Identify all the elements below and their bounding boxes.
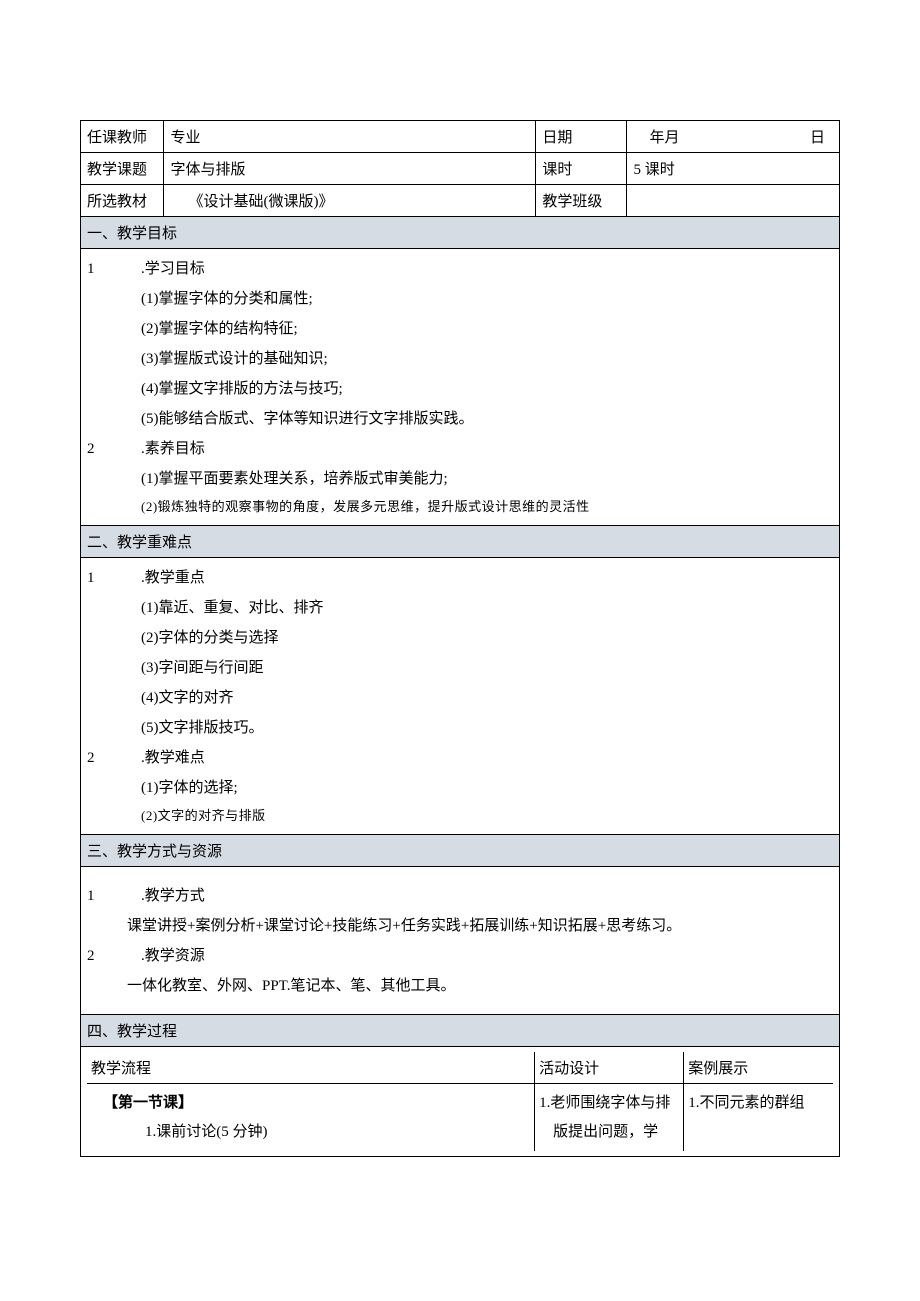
process-row-1: 【第一节课】 1.课前讨论(5 分钟) 1.老师围绕字体与排 版提出问题，学 1… (87, 1084, 833, 1152)
value-hours: 5 课时 (627, 153, 840, 185)
value-topic: 字体与排版 (164, 153, 536, 185)
s2b1-i4: (4)文字的对齐 (87, 683, 833, 713)
label-instructor: 任课教师 (81, 121, 164, 153)
label-day: 日 (810, 126, 833, 147)
section-1-content: 1.学习目标 (1)掌握字体的分类和属性; (2)掌握字体的结构特征; (3)掌… (81, 249, 840, 526)
section-3-header-row: 三、教学方式与资源 (81, 835, 840, 867)
s2b1-i5: (5)文字排版技巧。 (87, 713, 833, 743)
s2b2-num: 2 (87, 743, 141, 773)
label-topic: 教学课题 (81, 153, 164, 185)
section-1-title: 一、教学目标 (81, 217, 840, 249)
s1b1-i2: (2)掌握字体的结构特征; (87, 314, 833, 344)
s2b2-label: .教学难点 (141, 750, 205, 766)
s1b2-trunc: (2)锻炼独特的观察事物的角度，发展多元思维，提升版式设计思维的灵活性 (87, 494, 833, 520)
section-2-content: 1.教学重点 (1)靠近、重复、对比、排齐 (2)字体的分类与选择 (3)字间距… (81, 558, 840, 835)
s1b1-i3: (3)掌握版式设计的基础知识; (87, 344, 833, 374)
s1b2-label: .素养目标 (141, 441, 205, 457)
label-textbook: 所选教材 (81, 185, 164, 217)
s2b1-label: .教学重点 (141, 570, 205, 586)
section-3-title: 三、教学方式与资源 (81, 835, 840, 867)
s1b2-num: 2 (87, 434, 141, 464)
section-4-title: 四、教学过程 (81, 1015, 840, 1047)
s3b1-p1: 课堂讲授+案例分析+课堂讨论+技能练习+任务实践+拓展训练+知识拓展+思考练习。 (87, 911, 833, 941)
process-header-row: 教学流程 活动设计 案例展示 (87, 1052, 833, 1084)
s3b1-label: .教学方式 (141, 888, 205, 904)
label-hours: 课时 (536, 153, 627, 185)
flow-line-1: 1.课前讨论(5 分钟) (91, 1118, 530, 1147)
s1b1-num: 1 (87, 254, 141, 284)
s2b1-i1: (1)靠近、重复、对比、排齐 (87, 593, 833, 623)
section-4-content-row: 教学流程 活动设计 案例展示 【第一节课】 1.课前讨论(5 分钟) 1.老师围… (81, 1047, 840, 1157)
section-1-header-row: 一、教学目标 (81, 217, 840, 249)
s3b2-num: 2 (87, 941, 141, 971)
col-activity: 活动设计 (535, 1052, 684, 1084)
s3b2-p1: 一体化教室、外网、PPT.笔记本、笔、其他工具。 (87, 971, 833, 1001)
s1b2-i1: (1)掌握平面要素处理关系，培养版式审美能力; (87, 464, 833, 494)
process-table: 教学流程 活动设计 案例展示 【第一节课】 1.课前讨论(5 分钟) 1.老师围… (87, 1052, 833, 1151)
section-2-content-row: 1.教学重点 (1)靠近、重复、对比、排齐 (2)字体的分类与选择 (3)字间距… (81, 558, 840, 835)
section-3-content-row: 1.教学方式 课堂讲授+案例分析+课堂讨论+技能练习+任务实践+拓展训练+知识拓… (81, 867, 840, 1015)
col-flow: 教学流程 (87, 1052, 535, 1084)
s2b1-num: 1 (87, 563, 141, 593)
s1b1-label: .学习目标 (141, 261, 205, 277)
activity-line-1: 1.老师围绕字体与排 (539, 1089, 679, 1118)
s2b2-trunc: (2)文字的对齐与排版 (87, 803, 833, 829)
s1b1-i1: (1)掌握字体的分类和属性; (87, 284, 833, 314)
s2b1-i3: (3)字间距与行间距 (87, 653, 833, 683)
lesson-plan-table: 任课教师 专业 日期 年月 日 教学课题 字体与排版 课时 5 课时 所选教材 … (80, 120, 840, 1157)
header-row-2: 教学课题 字体与排版 课时 5 课时 (81, 153, 840, 185)
case-line-1: 1.不同元素的群组 (688, 1089, 829, 1118)
s1b1-i4: (4)掌握文字排版的方法与技巧; (87, 374, 833, 404)
section-2-title: 二、教学重难点 (81, 526, 840, 558)
s1b1-i5: (5)能够结合版式、字体等知识进行文字排版实践。 (87, 404, 833, 434)
section-3-content: 1.教学方式 课堂讲授+案例分析+课堂讨论+技能练习+任务实践+拓展训练+知识拓… (81, 867, 840, 1015)
section-2-header-row: 二、教学重难点 (81, 526, 840, 558)
value-class (627, 185, 840, 217)
activity-line-2: 版提出问题，学 (539, 1118, 679, 1147)
value-date: 年月 日 (627, 121, 840, 153)
label-major: 专业 (164, 121, 536, 153)
s3b1-num: 1 (87, 881, 141, 911)
label-class: 教学班级 (536, 185, 627, 217)
section-1-content-row: 1.学习目标 (1)掌握字体的分类和属性; (2)掌握字体的结构特征; (3)掌… (81, 249, 840, 526)
header-row-1: 任课教师 专业 日期 年月 日 (81, 121, 840, 153)
section-4-header-row: 四、教学过程 (81, 1015, 840, 1047)
s2b2-i1: (1)字体的选择; (87, 773, 833, 803)
s2b1-i2: (2)字体的分类与选择 (87, 623, 833, 653)
header-row-3: 所选教材 《设计基础(微课版)》 教学班级 (81, 185, 840, 217)
value-textbook: 《设计基础(微课版)》 (164, 185, 536, 217)
col-case: 案例展示 (684, 1052, 833, 1084)
flow-title: 【第一节课】 (91, 1089, 530, 1118)
label-year-month: 年月 (633, 126, 679, 147)
label-date: 日期 (536, 121, 627, 153)
s3b2-label: .教学资源 (141, 948, 205, 964)
